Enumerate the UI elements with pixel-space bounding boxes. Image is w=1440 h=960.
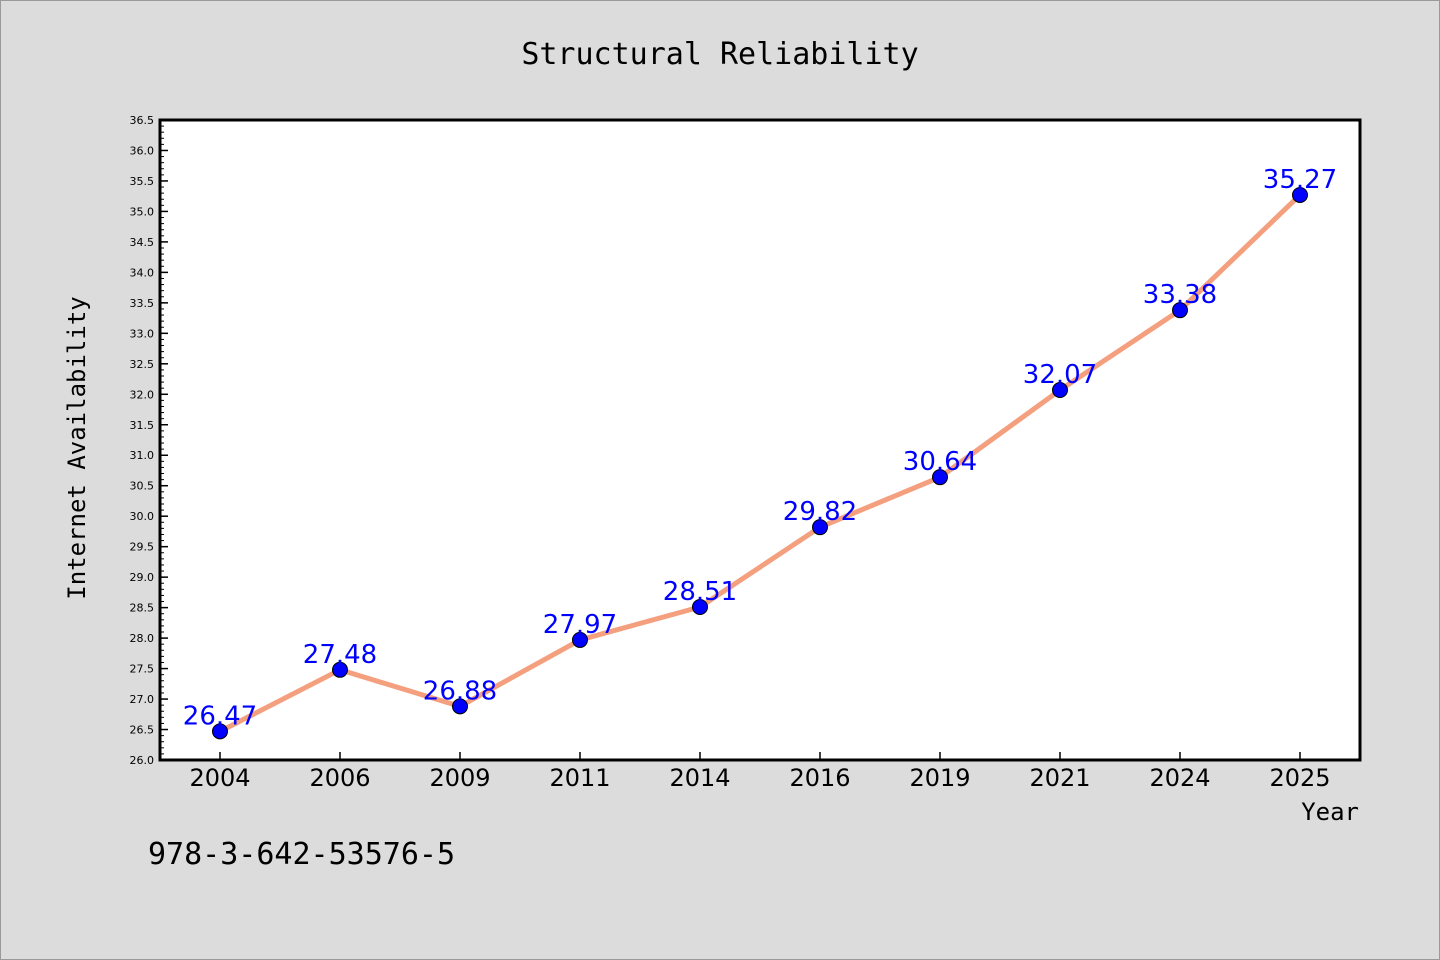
y-tick-label: 28.0	[130, 632, 155, 645]
data-label: 35.27	[1263, 165, 1337, 195]
y-tick-label: 34.0	[130, 266, 155, 279]
y-tick-label: 35.0	[130, 205, 155, 218]
data-point	[1052, 382, 1068, 399]
x-axis-ticks: 2004 2006 2009 2011 2014 2016 2019 2021 2024 2025	[189, 752, 1331, 792]
y-tick-label: 33.0	[130, 327, 155, 340]
data-label: 32.07	[1023, 360, 1097, 390]
data-label: 29.82	[783, 497, 857, 527]
y-tick-label: 36.5	[130, 114, 155, 127]
data-label: 33.38	[1143, 280, 1217, 310]
x-tick-label: 2016	[789, 764, 850, 792]
data-label: 27.97	[543, 610, 617, 640]
y-tick-label: 27.5	[130, 663, 155, 676]
data-point	[932, 469, 948, 486]
data-point	[1292, 186, 1308, 203]
data-label: 28.51	[663, 577, 737, 607]
data-point	[572, 631, 588, 648]
y-tick-label: 29.5	[130, 541, 155, 554]
y-tick-label: 30.5	[130, 480, 155, 493]
y-axis-ticks: 26.0 26.5 27.0 27.5 28.0 28.5 29.0 29.5 30.0 30.5…	[130, 114, 168, 767]
y-tick-label: 27.0	[130, 693, 155, 706]
y-tick-label: 29.0	[130, 571, 155, 584]
data-point	[1172, 302, 1188, 319]
y-tick-label: 33.5	[130, 297, 155, 310]
y-tick-label: 28.5	[130, 602, 155, 615]
x-tick-label: 2021	[1029, 764, 1090, 792]
data-point	[812, 519, 828, 536]
x-axis-label: Year	[1301, 798, 1359, 826]
y-tick-label: 30.0	[130, 510, 155, 523]
x-tick-label: 2011	[549, 764, 610, 792]
data-point	[452, 698, 468, 715]
y-tick-label: 26.0	[130, 754, 155, 767]
y-tick-label: 31.0	[130, 449, 155, 462]
y-tick-label: 35.5	[130, 175, 155, 188]
data-label: 26.88	[423, 676, 497, 706]
x-tick-label: 2025	[1269, 764, 1330, 792]
series-line	[217, 192, 1303, 734]
y-tick-label: 36.0	[130, 144, 155, 157]
y-tick-label: 26.5	[130, 724, 155, 737]
data-point	[692, 599, 708, 616]
x-tick-label: 2006	[309, 764, 370, 792]
data-label: 30.64	[903, 447, 977, 477]
x-tick-label: 2019	[909, 764, 970, 792]
data-point	[212, 723, 228, 740]
x-tick-label: 2004	[189, 764, 250, 792]
plot-area	[158, 118, 1362, 762]
y-tick-label: 32.0	[130, 388, 155, 401]
x-tick-label: 2009	[429, 764, 490, 792]
isbn-text: 978-3-642-53576-5	[148, 837, 455, 872]
chart-title: Structural Reliability	[521, 37, 918, 72]
series-layer: 26.47 27.48 26.88 27.97 28.51 29.82 30.64 32.07…	[183, 165, 1337, 740]
data-label: 26.47	[183, 701, 257, 731]
y-tick-label: 32.5	[130, 358, 155, 371]
data-label: 27.48	[303, 640, 377, 670]
x-tick-label: 2014	[669, 764, 730, 792]
data-point	[332, 661, 348, 678]
y-tick-label: 31.5	[130, 419, 155, 432]
y-axis-label: Internet Availability	[63, 296, 91, 599]
y-tick-label: 34.5	[130, 236, 155, 249]
x-tick-label: 2024	[1149, 764, 1210, 792]
